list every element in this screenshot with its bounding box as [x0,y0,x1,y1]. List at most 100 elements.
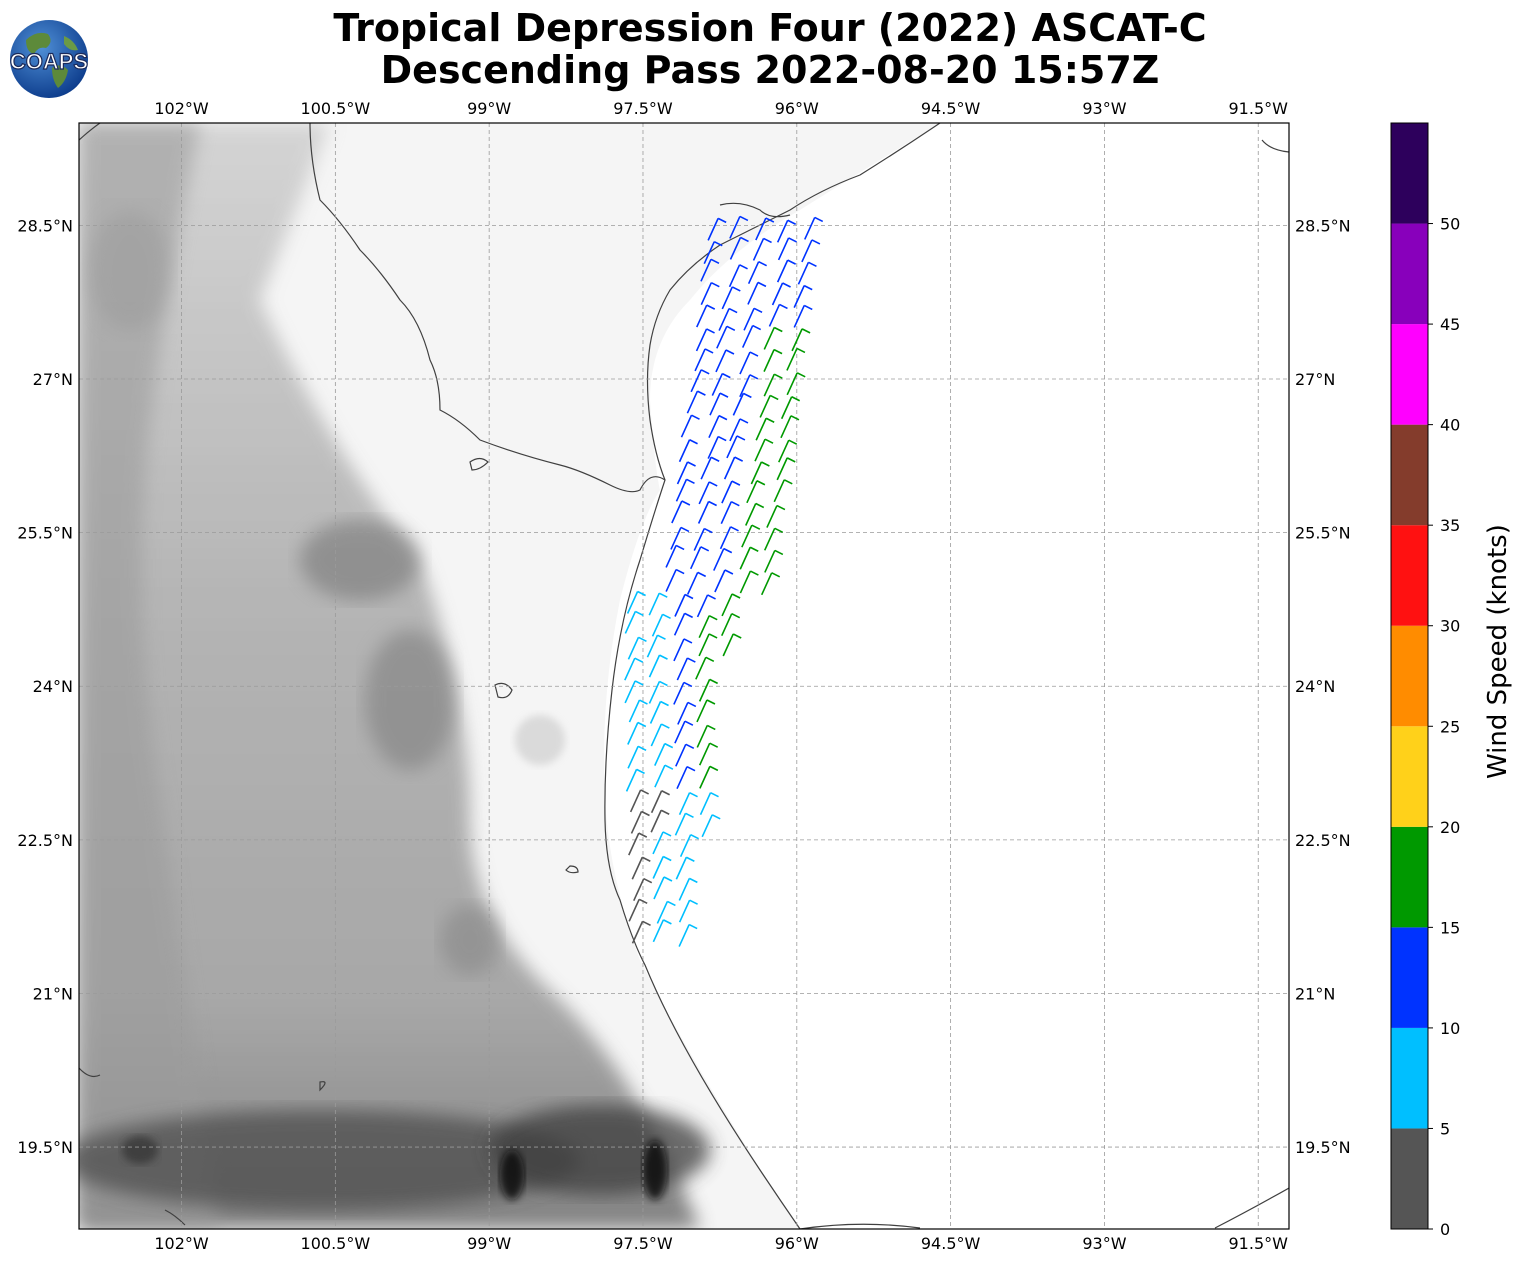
wind-barb [700,281,720,306]
wind-barb [793,284,813,308]
wind-barb [722,633,742,657]
colorbar-tick-label: 50 [1440,215,1460,234]
wind-barb [780,415,800,439]
wind-barb [650,723,670,747]
gridlines [79,123,1289,1229]
wind-barb [760,572,781,596]
wind-barb [650,790,670,814]
wind-barb [766,504,786,528]
wind-barb [693,527,713,551]
colorbar-tick-label: 20 [1440,818,1460,837]
wind-barb [786,347,806,371]
lon-tick-label-bottom: 97.5°W [613,1234,673,1253]
wind-barb [699,791,719,816]
wind-barb [680,414,700,438]
wind-barb [695,656,715,680]
lon-tick-label-top: 99°W [467,99,511,118]
wind-barbs [624,215,824,947]
wind-barb [674,812,694,836]
lat-tick-label-right: 19.5°N [1295,1138,1351,1157]
wind-barb [773,479,793,503]
wind-barb [729,418,749,442]
colorbar-bin [1391,826,1428,928]
wind-barb [648,654,668,678]
wind-barb [741,324,762,348]
wind-barb [700,258,720,282]
wind-barb [665,568,685,592]
wind-barb [652,855,672,879]
colorbar-tick-label: 30 [1440,617,1460,636]
wind-barb [676,657,696,681]
lat-tick-label-right: 25.5°N [1295,524,1351,543]
wind-barb [673,638,693,662]
wind-barb [793,304,813,328]
wind-barb [627,721,647,745]
colorbar-tick-label: 15 [1440,918,1460,937]
wind-barb [752,237,772,261]
map-area [79,123,1289,1229]
wind-barb [626,590,646,614]
wind-barb [739,351,759,375]
wind-barb [708,414,728,438]
wind-barb [707,435,727,459]
wind-barb [696,699,716,723]
wind-barb [651,613,671,637]
wind-barb [729,215,749,239]
wind-barb [715,349,735,373]
wind-barb [719,526,739,550]
wind-barb [771,282,791,306]
wind-barb [673,681,693,705]
lat-tick-label-right: 27°N [1295,370,1335,389]
wind-barb [801,239,821,263]
colorbar-bin [1391,324,1428,425]
lon-tick-label-top: 97.5°W [613,99,673,118]
wind-barb [624,680,644,704]
wind-barb [703,240,723,265]
wind-barb [627,745,647,769]
wind-barb [732,392,752,416]
lon-tick-label-top: 96°W [775,99,819,118]
colorbar-label: Wind Speed (knots) [1483,524,1513,779]
colorbar-bin [1391,525,1428,626]
wind-barb [746,480,766,504]
lon-tick-label-bottom: 102°W [154,1234,209,1253]
wind-barb [743,307,763,331]
colorbar-bin [1391,625,1428,727]
wind-barb [747,260,768,284]
lat-tick-label-left: 24°N [33,677,73,696]
plot-title-line-2: Descending Pass 2022-08-20 15:57Z [380,48,1160,92]
wind-barb [786,372,806,396]
wind-barb [804,216,824,240]
wind-barb [649,700,669,724]
lat-tick-label-left: 19.5°N [17,1138,73,1157]
wind-barb [718,307,738,331]
wind-barb [625,768,645,792]
lat-tick-label-right: 24°N [1295,677,1335,696]
wind-barb [750,461,770,485]
wind-barb [676,461,696,485]
wind-barb [745,502,765,526]
wind-barb [654,742,674,766]
lat-tick-label-right: 22.5°N [1295,831,1351,850]
wind-barb [690,369,710,393]
wind-barb [628,898,648,922]
wind-barb [629,789,649,813]
wind-barb [768,303,788,327]
lat-tick-label-right: 21°N [1295,984,1335,1003]
logo-text: COAPS [10,49,88,74]
wind-barb [631,856,651,880]
wind-barb [696,724,716,748]
wind-barb [698,614,718,639]
wind-barb [700,456,720,480]
colorbar-tick-label: 5 [1440,1119,1450,1138]
wind-barb [763,348,783,372]
wind-barb [676,765,696,790]
wind-barb [741,524,761,548]
lon-tick-label-bottom: 91.5°W [1229,1234,1289,1253]
wind-barb [670,526,690,550]
colorbar-bin [1391,223,1428,325]
colorbar-tick-label: 25 [1440,717,1460,736]
lon-tick-label-bottom: 100.5°W [301,1234,371,1253]
wind-barb [678,899,698,923]
